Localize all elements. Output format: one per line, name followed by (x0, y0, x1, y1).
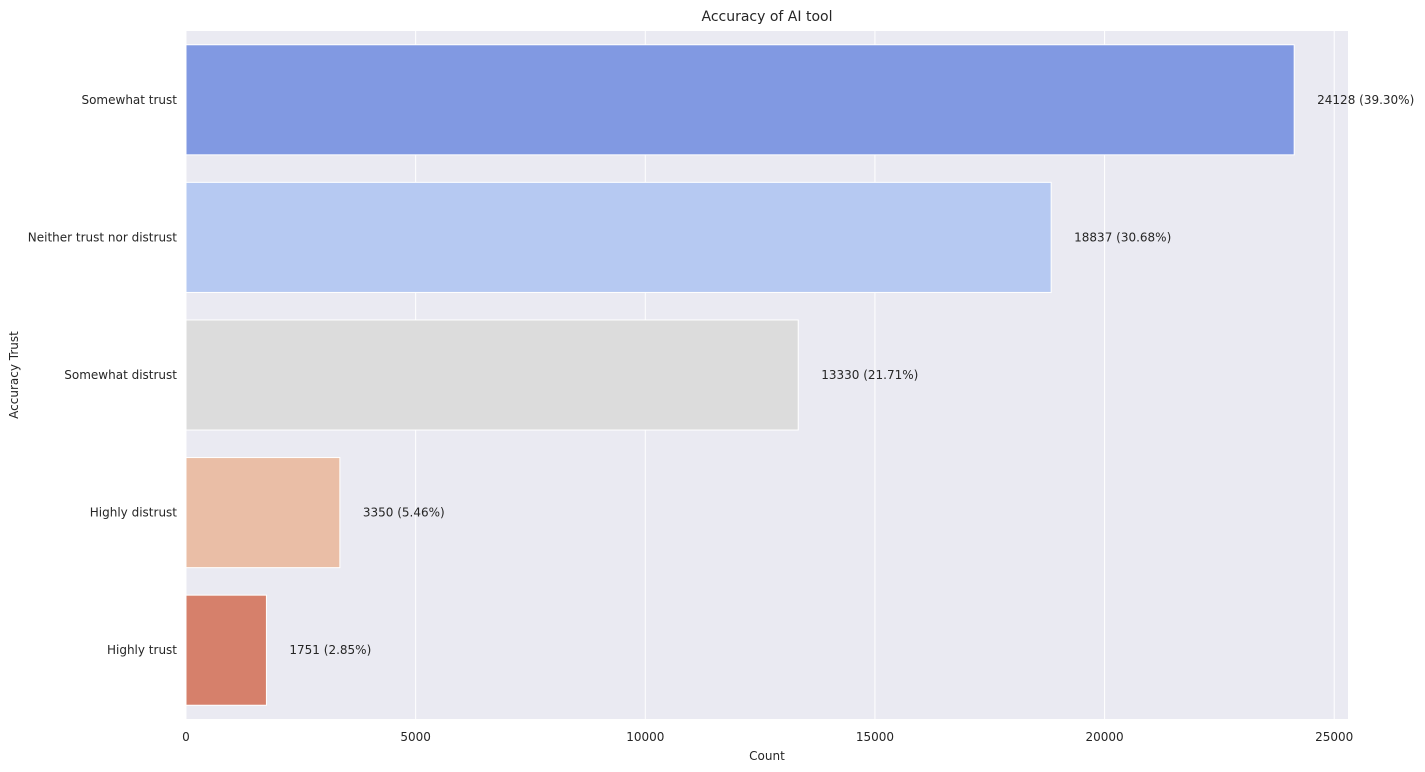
x-tick-label: 20000 (1085, 730, 1123, 744)
bar (185, 181, 1052, 293)
x-axis-label: Count (749, 749, 785, 763)
bar (185, 457, 341, 569)
bar-value-label: 24128 (39.30%) (1317, 93, 1414, 107)
bar (185, 594, 267, 706)
y-tick-label: Somewhat distrust (64, 368, 177, 382)
y-tick-label: Highly trust (107, 643, 177, 657)
bar-value-label: 13330 (21.71%) (821, 368, 918, 382)
x-tick-label: 25000 (1315, 730, 1353, 744)
bar-value-label: 3350 (5.46%) (363, 506, 445, 520)
y-tick-label: Highly distrust (90, 506, 178, 520)
x-tick-label: 15000 (856, 730, 894, 744)
x-tick-label: 10000 (626, 730, 664, 744)
x-tick-label: 0 (182, 730, 190, 744)
y-tick-label: Neither trust nor distrust (28, 230, 178, 244)
x-tick-label: 5000 (400, 730, 431, 744)
y-axis-label: Accuracy Trust (7, 331, 21, 419)
x-tick-labels: 0 5000 10000 15000 20000 25000 (182, 730, 1353, 744)
bar (185, 319, 799, 431)
bar-value-label: 1751 (2.85%) (289, 643, 371, 657)
y-tick-labels: Somewhat trust Neither trust nor distrust… (28, 93, 178, 657)
y-tick-label: Somewhat trust (81, 93, 177, 107)
bar (185, 44, 1295, 156)
data-labels: 24128 (39.30%) 18837 (30.68%) 13330 (21.71… (289, 93, 1414, 657)
bar-value-label: 18837 (30.68%) (1074, 230, 1171, 244)
bars (185, 44, 1295, 706)
chart-title: Accuracy of AI tool (702, 9, 833, 25)
